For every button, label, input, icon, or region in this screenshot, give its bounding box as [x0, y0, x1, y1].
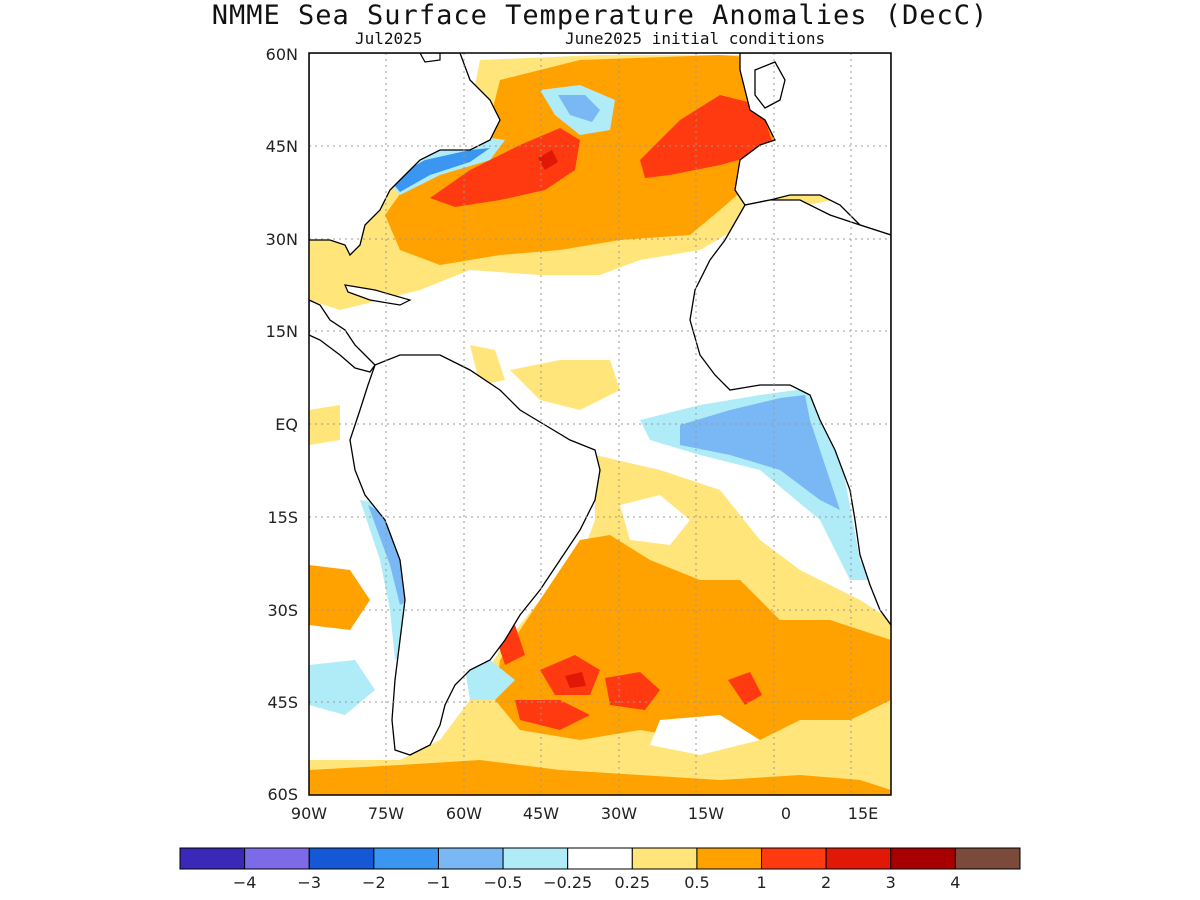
lon-label: 30W — [601, 804, 637, 823]
colorbar-tick-label: 1 — [756, 873, 766, 892]
map-frame — [308, 52, 892, 796]
colorbar-bin — [890, 847, 956, 870]
anomaly-region-sa-white-2 — [650, 715, 760, 755]
land-south-america — [349, 354, 601, 756]
colorbar-tick-label: −1 — [427, 873, 451, 892]
anomaly-region-pacific-south-cold — [309, 660, 375, 715]
land-uk — [754, 61, 786, 109]
anomaly-region-eq-west-yellow — [309, 405, 340, 445]
colorbar-tick-label: 4 — [950, 873, 960, 892]
anomaly-region-chile-cold — [360, 500, 415, 660]
anomaly-region-trop-yellow-2 — [470, 345, 505, 385]
colorbar-labels: −4 −3 −2 −1 −0.5 −0.25 0.25 0.5 1 2 3 4 — [233, 873, 961, 892]
colorbar-tick-label: −0.5 — [484, 873, 523, 892]
lat-label: 45S — [267, 693, 298, 712]
lon-label: 0 — [781, 804, 791, 823]
lat-label: 15N — [266, 322, 298, 341]
colorbar-bin — [308, 847, 375, 870]
land-greenland-tip — [419, 53, 441, 63]
colorbar-bin — [437, 847, 504, 870]
anomaly-region-argentina-cold — [465, 660, 515, 700]
anomaly-region-sa-red-4 — [728, 672, 762, 705]
lat-label: 30S — [267, 601, 298, 620]
map-title: NMME Sea Surface Temperature Anomalies (… — [211, 0, 989, 31]
colorbar-bin — [825, 847, 892, 870]
latitude-labels: 60N 45N 30N 15N EQ 15S 30S 45S 60S — [266, 45, 298, 804]
colorbar-bin — [696, 847, 763, 870]
colorbar-bin — [244, 847, 310, 870]
land-cuba — [344, 284, 412, 306]
colorbar-tick-label: −0.25 — [543, 873, 592, 892]
lon-label: 45W — [523, 804, 559, 823]
anomaly-region-sa-orange-south — [309, 760, 891, 795]
anomaly-region-na-red-west — [430, 128, 580, 207]
anomaly-region-sa-red-3 — [515, 700, 590, 730]
lat-label: 15S — [267, 508, 298, 527]
colorbar-bin — [954, 847, 1021, 870]
colorbar-tick-label: 0.25 — [614, 873, 650, 892]
colorbar-bin — [373, 847, 439, 870]
lead-month-label: Jul2025 — [355, 29, 423, 48]
lon-label: 90W — [291, 804, 327, 823]
lon-label: 15E — [848, 804, 878, 823]
anomaly-region-labrador-blue — [558, 95, 600, 122]
lat-label: 60S — [267, 785, 298, 804]
colorbar-tick-label: 3 — [886, 873, 896, 892]
colorbar-tick-label: 2 — [821, 873, 831, 892]
anomaly-region-gulfstream-blue — [390, 148, 490, 192]
colorbar — [179, 847, 1021, 870]
colorbar-tick-label: −2 — [362, 873, 386, 892]
colorbar-bin — [631, 847, 698, 870]
anomaly-region-na-dark — [538, 150, 558, 170]
colorbar-bin — [761, 847, 827, 870]
lon-label: 60W — [446, 804, 482, 823]
anomaly-region-na-red-east — [640, 95, 775, 178]
lat-label: 60N — [266, 45, 298, 64]
anomaly-region-sa-dark — [565, 672, 586, 688]
anomaly-region-chile-blue — [368, 505, 410, 605]
anomaly-region-sa-white-1 — [620, 495, 690, 545]
land-north-america — [309, 53, 501, 257]
lat-label: EQ — [275, 415, 298, 434]
lat-label: 45N — [266, 137, 298, 156]
land-africa — [689, 199, 891, 627]
colorbar-bin — [567, 847, 633, 870]
anomaly-region-sa-orange-west — [309, 565, 370, 630]
graticule — [309, 53, 891, 795]
lon-label: 75W — [368, 804, 404, 823]
anomaly-region-eq-blue — [680, 395, 840, 510]
anomaly-region-trop-yellow-1 — [510, 360, 620, 410]
longitude-labels: 90W 75W 60W 45W 30W 15W 0 15E — [291, 804, 878, 823]
colorbar-bin — [502, 847, 569, 870]
lon-label: 15W — [688, 804, 724, 823]
colorbar-tick-label: −4 — [233, 873, 257, 892]
land-masses — [309, 53, 891, 756]
colorbar-tick-label: −3 — [297, 873, 321, 892]
anomaly-region-sa-red-2 — [605, 672, 660, 710]
colorbar-tick-label: 0.5 — [684, 873, 709, 892]
anomaly-region-sa-orange — [495, 535, 891, 740]
lat-label: 30N — [266, 230, 298, 249]
colorbar-bin — [179, 847, 246, 870]
initial-conditions-label: June2025 initial conditions — [565, 29, 826, 48]
